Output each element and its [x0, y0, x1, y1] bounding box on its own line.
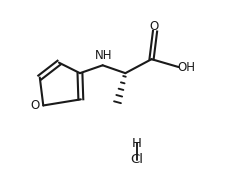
- Text: O: O: [149, 20, 158, 33]
- Text: O: O: [30, 99, 39, 112]
- Text: NH: NH: [94, 49, 112, 62]
- Text: OH: OH: [177, 61, 195, 74]
- Text: H: H: [131, 137, 141, 149]
- Text: Cl: Cl: [130, 153, 143, 166]
